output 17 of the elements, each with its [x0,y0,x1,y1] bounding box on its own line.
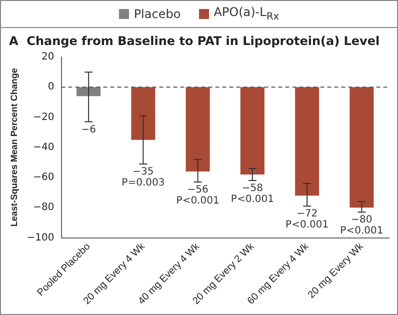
data-label: −56 P<0.001 [176,184,220,207]
legend-label: APO(a)-L$_{Rx}$ [214,5,280,23]
data-label: −6 [81,124,96,136]
y-tick-label: −60 [33,172,54,184]
y-tick-label: −80 [33,202,54,214]
y-tick-label: −100 [26,232,54,244]
legend-label: Placebo [134,7,181,21]
y-tick-label: 0 [48,82,54,93]
y-tick-label: −40 [33,142,54,153]
data-label: −80 P<0.001 [340,214,384,237]
data-label: −58 P<0.001 [230,183,274,206]
data-label: −72 P<0.001 [286,208,329,231]
y-tick-label: 20 [42,52,54,63]
data-label: −35 P=0.003 [122,166,165,189]
chart-title: A Change from Baseline to PAT in Lipoprotein(a) Level [9,34,381,48]
y-axis-title: Least-Squares Mean Percent Change [8,68,19,227]
y-tick-label: −20 [33,112,54,123]
